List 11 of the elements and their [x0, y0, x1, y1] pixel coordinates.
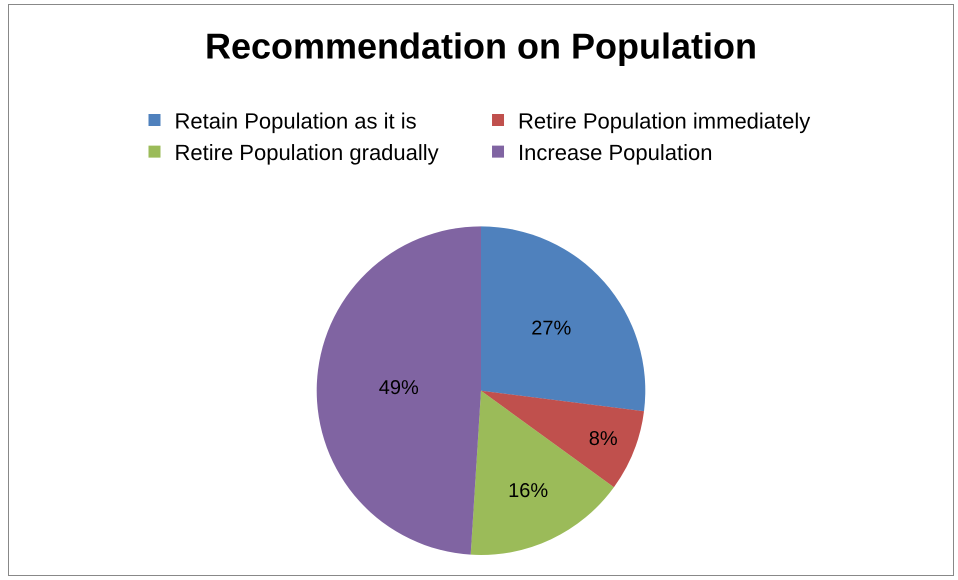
legend-label: Retire Population immediately [518, 108, 810, 134]
chart-title: Recommendation on Population [204, 26, 758, 67]
data-label: 8% [588, 428, 618, 450]
pie-slice [481, 226, 646, 412]
legend-label: Increase Population [518, 140, 712, 166]
legend-label: Retire Population gradually [174, 140, 439, 166]
legend-label: Retain Population as it is [174, 108, 417, 134]
data-label: 16% [508, 480, 548, 502]
data-label: 49% [378, 377, 419, 400]
pie-slice [316, 226, 481, 555]
data-label: 27% [531, 318, 572, 340]
